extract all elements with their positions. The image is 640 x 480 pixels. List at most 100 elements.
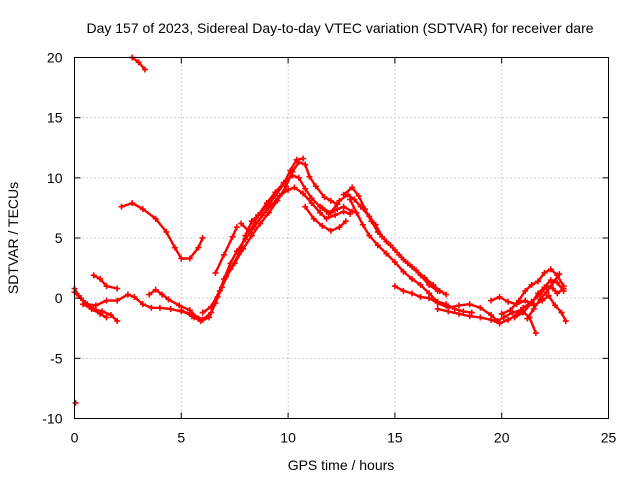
data-point [466, 313, 473, 320]
data-point [103, 283, 110, 290]
data-point [141, 66, 148, 73]
data-point [455, 310, 462, 317]
y-tick-label: 5 [55, 230, 63, 246]
data-point [199, 316, 206, 323]
data-point [443, 291, 450, 298]
data-point [178, 255, 185, 262]
data-point [285, 186, 292, 193]
data-point [558, 309, 565, 316]
data-point [302, 161, 309, 168]
y-tick-label: 20 [47, 50, 63, 66]
data-point [359, 221, 366, 228]
data-point [248, 232, 255, 239]
series-arc-12 [238, 155, 307, 235]
data-point [135, 59, 142, 66]
data-point [336, 197, 343, 204]
y-tick-label: -5 [50, 350, 63, 366]
data-point [417, 281, 424, 288]
data-point [90, 272, 97, 279]
data-point [242, 236, 249, 243]
data-point [552, 302, 559, 309]
data-point [528, 281, 535, 288]
data-point [255, 212, 262, 219]
data-point [543, 289, 550, 296]
data-point [520, 309, 527, 316]
data-point [212, 269, 219, 276]
data-point [295, 174, 302, 181]
data-point [522, 287, 529, 294]
data-point [272, 192, 279, 199]
data-point [541, 284, 548, 291]
data-point [163, 228, 170, 235]
data-point [340, 191, 347, 198]
data-point [186, 255, 193, 262]
data-point [97, 310, 104, 317]
data-point [312, 183, 319, 190]
data-point [522, 297, 529, 304]
series-point-1 [72, 399, 79, 406]
data-point [374, 228, 381, 235]
data-point [221, 251, 228, 258]
series-arc-22 [524, 271, 563, 322]
data-point [263, 203, 270, 210]
data-point [229, 233, 236, 240]
data-point [488, 297, 495, 304]
series-line [500, 268, 565, 315]
series-arc-11 [212, 224, 240, 276]
data-point [165, 296, 172, 303]
data-point [340, 208, 347, 215]
data-point [300, 155, 307, 162]
data-point [391, 247, 398, 254]
data-point [88, 305, 95, 312]
series-arc-5 [80, 301, 110, 321]
data-point [535, 278, 542, 285]
data-point [319, 204, 326, 211]
data-point [317, 209, 324, 216]
data-point [291, 184, 298, 191]
data-point [302, 185, 309, 192]
data-point [159, 291, 166, 298]
data-point [336, 224, 343, 231]
data-point [216, 287, 223, 294]
data-point [308, 200, 315, 207]
data-point [434, 287, 441, 294]
data-point [323, 215, 330, 222]
x-tick-label: 15 [387, 430, 403, 446]
data-point [152, 286, 159, 293]
series-line [393, 284, 538, 335]
data-point [257, 220, 264, 227]
data-point [515, 297, 522, 304]
y-tick-label: 15 [47, 110, 63, 126]
series-arc-2 [118, 200, 206, 262]
data-point [455, 302, 462, 309]
data-point [327, 227, 334, 234]
series-arc-20 [498, 266, 567, 317]
data-point [171, 244, 178, 251]
data-point [319, 222, 326, 229]
data-point [400, 268, 407, 275]
data-point [300, 190, 307, 197]
data-point [434, 305, 441, 312]
data-point [549, 279, 556, 286]
x-tick-label: 5 [177, 430, 185, 446]
data-point [92, 302, 99, 309]
data-point [167, 305, 174, 312]
data-point [114, 285, 121, 292]
series-arc-17 [391, 283, 539, 337]
series-arc-15 [340, 184, 441, 294]
data-point [208, 309, 215, 316]
x-axis-label: GPS time / hours [288, 457, 395, 473]
data-point [327, 209, 334, 216]
data-point [366, 232, 373, 239]
data-point [477, 304, 484, 311]
y-tick-label: -10 [42, 411, 62, 427]
data-point [468, 309, 475, 316]
data-point [107, 312, 114, 319]
series-line [81, 303, 108, 319]
series-layer [71, 54, 569, 406]
data-point [156, 304, 163, 311]
data-point [408, 263, 415, 270]
data-point [408, 275, 415, 282]
data-point [445, 308, 452, 315]
